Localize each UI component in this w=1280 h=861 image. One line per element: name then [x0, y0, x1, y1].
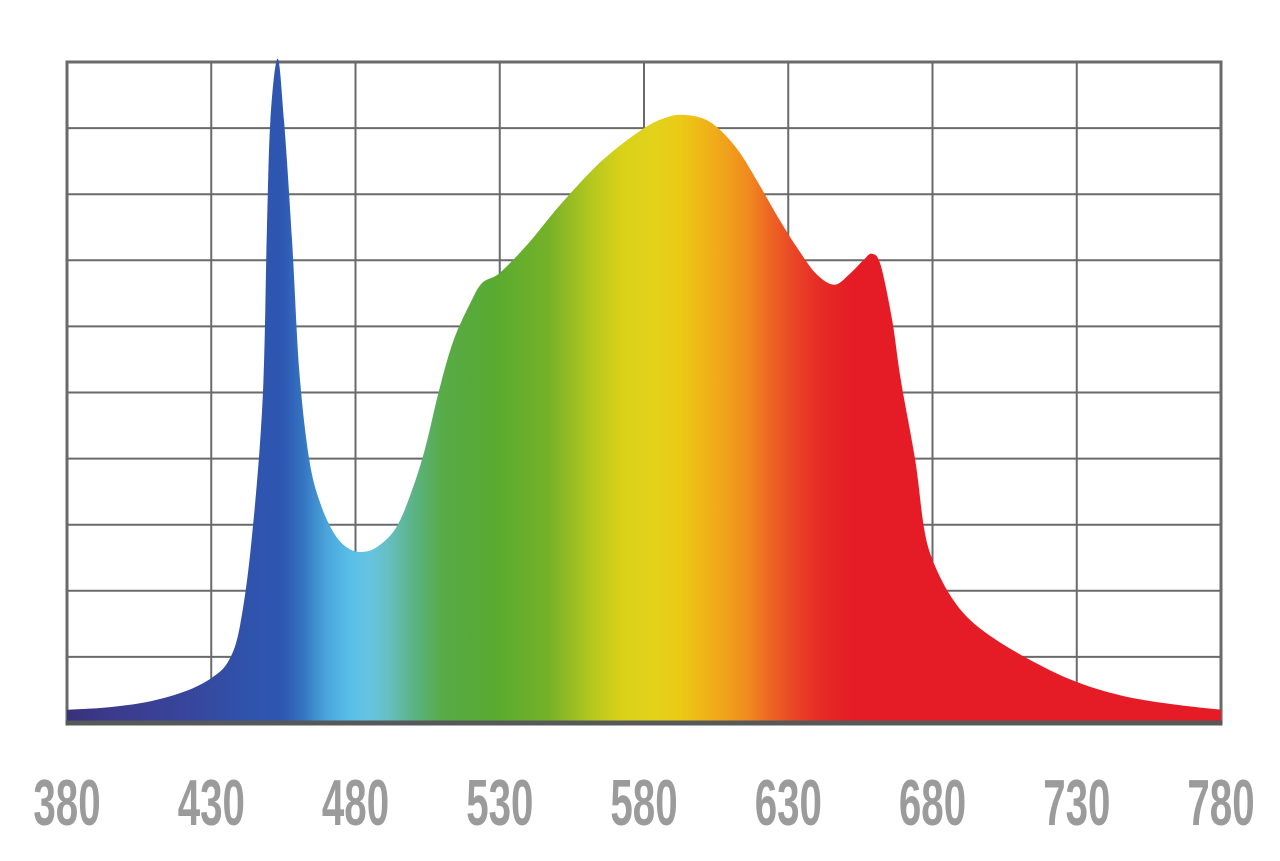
x-axis-tick-labels: 380 430 480 530 580 630 680 730 780 — [33, 767, 1254, 839]
x-tick-label: 780 — [1187, 767, 1254, 839]
spectrum-area — [67, 58, 1221, 721]
x-tick-label: 380 — [33, 767, 100, 839]
x-tick-label: 430 — [178, 767, 245, 839]
x-tick-label: 630 — [755, 767, 822, 839]
x-tick-label: 730 — [1043, 767, 1110, 839]
spectral-curve-fill — [67, 58, 1221, 721]
x-tick-label: 530 — [466, 767, 533, 839]
x-tick-label: 580 — [610, 767, 677, 839]
x-tick-label: 480 — [322, 767, 389, 839]
x-tick-label: 680 — [899, 767, 966, 839]
